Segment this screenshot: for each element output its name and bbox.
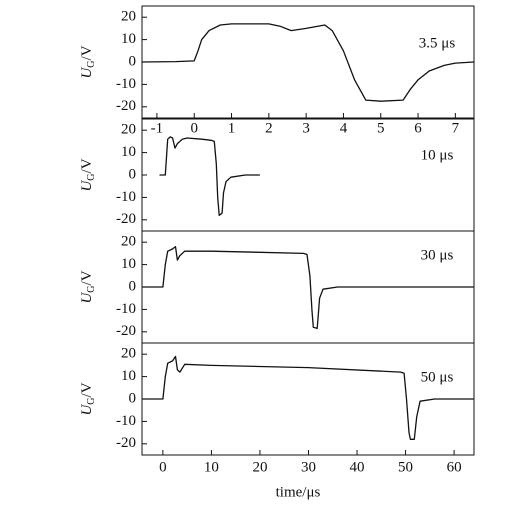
y-tick-label: 10 <box>121 368 136 384</box>
panel-frame <box>141 5 475 119</box>
x-tick-label: 0 <box>190 120 198 136</box>
y-tick-label: 0 <box>129 166 137 182</box>
y-tick-label: 0 <box>129 278 137 294</box>
y-tick-label: -10 <box>116 301 136 317</box>
y-tick-label: 20 <box>121 346 136 362</box>
waveform <box>141 23 475 102</box>
x-tick-label: 40 <box>350 459 365 475</box>
x-tick-label: 30 <box>301 459 316 475</box>
x-tick-label: 1 <box>228 120 236 136</box>
x-tick-label: 20 <box>252 459 267 475</box>
annotation: 10 μs <box>421 147 454 163</box>
y-label-unit: /V <box>79 158 95 173</box>
y-tick-label: 0 <box>129 390 137 406</box>
y-axis-label: UG/V <box>79 45 97 78</box>
x-tick-label: 10 <box>204 459 219 475</box>
y-tick-label: 10 <box>121 144 136 160</box>
x-tick-label: 0 <box>159 459 167 475</box>
annotation: 3.5 μs <box>419 35 456 51</box>
annotation: 30 μs <box>421 247 454 263</box>
x-tick-label: 7 <box>452 120 460 136</box>
y-tick-label: -10 <box>116 413 136 429</box>
x-tick-label: 2 <box>265 120 273 136</box>
y-label-subscript: G <box>86 60 97 67</box>
y-axis-label: UG/V <box>79 270 97 303</box>
y-axis-label: UG/V <box>79 382 97 415</box>
y-label-symbol: U <box>79 404 95 416</box>
y-tick-label: -20 <box>116 323 136 339</box>
y-tick-label: 0 <box>129 53 137 69</box>
x-tick-label: 5 <box>377 120 385 136</box>
y-label-subscript: G <box>86 285 97 292</box>
y-label-symbol: U <box>79 180 95 192</box>
x-tick-label: 6 <box>414 120 422 136</box>
y-label-symbol: U <box>79 292 95 304</box>
waveform <box>142 246 474 330</box>
y-tick-label: 10 <box>121 256 136 272</box>
y-tick-label: 20 <box>121 234 136 250</box>
waveform <box>142 355 474 440</box>
x-tick-label: 3 <box>302 120 310 136</box>
y-tick-label: -10 <box>116 189 136 205</box>
x-tick-label: 4 <box>340 120 348 136</box>
waveform <box>159 136 260 216</box>
y-label-subscript: G <box>86 397 97 404</box>
y-tick-label: -20 <box>116 211 136 227</box>
y-tick-label: 10 <box>121 31 136 47</box>
y-tick-label: 20 <box>121 9 136 25</box>
x-tick-label: 60 <box>447 459 462 475</box>
annotation: 50 μs <box>421 369 454 385</box>
y-tick-label: -20 <box>116 98 136 114</box>
y-axis-label: UG/V <box>79 158 97 191</box>
y-label-unit: /V <box>79 382 95 397</box>
panel-frame <box>141 342 475 456</box>
y-label-symbol: U <box>79 67 95 79</box>
y-label-unit: /V <box>79 45 95 60</box>
x-tick-label: -1 <box>151 120 164 136</box>
y-label-unit: /V <box>79 270 95 285</box>
y-tick-label: 20 <box>121 122 136 138</box>
x-axis-label: time/μs <box>276 484 321 500</box>
y-tick-label: -10 <box>116 76 136 92</box>
x-tick-label: 50 <box>398 459 413 475</box>
y-label-subscript: G <box>86 173 97 180</box>
y-tick-label: -20 <box>116 435 136 451</box>
